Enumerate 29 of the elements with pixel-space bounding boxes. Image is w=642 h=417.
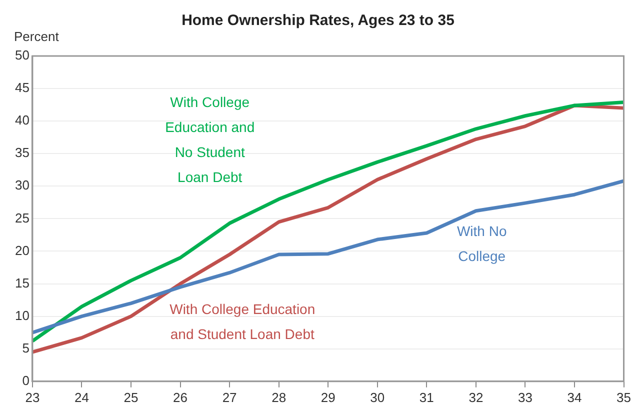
x-tick-label: 25 bbox=[124, 390, 138, 405]
y-tick-label: 15 bbox=[14, 275, 30, 290]
y-tick-label: 40 bbox=[14, 112, 30, 128]
chart-title: Home Ownership Rates, Ages 23 to 35 bbox=[182, 12, 454, 30]
x-tick-label: 30 bbox=[370, 390, 385, 405]
x-tick-label: 35 bbox=[616, 390, 632, 405]
x-tick-label: 34 bbox=[567, 390, 582, 405]
y-tick-label: 35 bbox=[14, 145, 30, 160]
x-tick-label: 32 bbox=[468, 390, 484, 405]
y-tick-label: 0 bbox=[22, 372, 30, 388]
series-label: With No College bbox=[456, 223, 507, 264]
y-tick-label: 25 bbox=[14, 210, 30, 226]
y-tick-label: 20 bbox=[14, 242, 30, 258]
series-label: With College Education and Student Loan Debt bbox=[170, 301, 316, 342]
y-tick-label: 30 bbox=[14, 178, 30, 193]
x-tick-label: 26 bbox=[173, 390, 188, 405]
x-tick-label: 28 bbox=[272, 390, 286, 405]
series-label: With College Education and No Student Loan Debt bbox=[165, 94, 255, 185]
y-tick-label: 45 bbox=[14, 80, 30, 96]
x-tick-label: 33 bbox=[518, 390, 532, 405]
x-tick-label: 23 bbox=[25, 390, 40, 405]
x-tick-label: 31 bbox=[419, 390, 434, 405]
x-tick-label: 27 bbox=[222, 390, 237, 405]
y-tick-label: 50 bbox=[14, 48, 30, 63]
y-tick-label: 10 bbox=[14, 308, 30, 323]
y-tick-label: 5 bbox=[22, 340, 30, 356]
x-tick-label: 29 bbox=[320, 390, 336, 405]
x-tick-label: 24 bbox=[74, 390, 89, 405]
y-axis-title: Percent bbox=[14, 29, 60, 44]
